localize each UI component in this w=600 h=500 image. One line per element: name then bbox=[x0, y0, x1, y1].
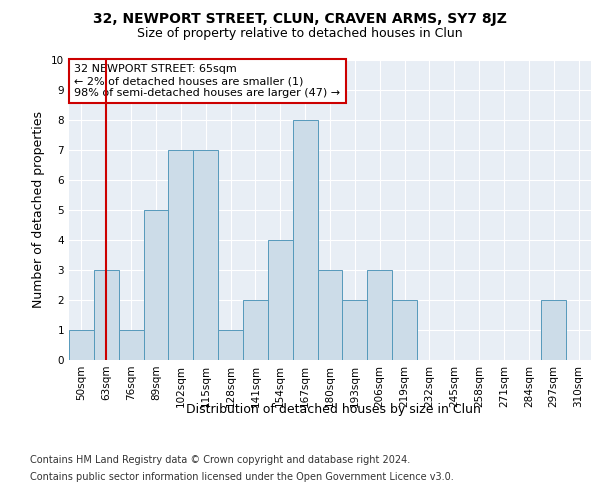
Text: Distribution of detached houses by size in Clun: Distribution of detached houses by size … bbox=[185, 402, 481, 415]
Bar bbox=[193, 150, 218, 360]
Bar bbox=[343, 300, 367, 360]
Bar bbox=[367, 270, 392, 360]
Bar bbox=[243, 300, 268, 360]
Bar bbox=[268, 240, 293, 360]
Bar bbox=[317, 270, 343, 360]
Bar bbox=[119, 330, 143, 360]
Text: 32 NEWPORT STREET: 65sqm
← 2% of detached houses are smaller (1)
98% of semi-det: 32 NEWPORT STREET: 65sqm ← 2% of detache… bbox=[74, 64, 340, 98]
Bar bbox=[94, 270, 119, 360]
Text: Size of property relative to detached houses in Clun: Size of property relative to detached ho… bbox=[137, 28, 463, 40]
Text: Contains public sector information licensed under the Open Government Licence v3: Contains public sector information licen… bbox=[30, 472, 454, 482]
Bar bbox=[143, 210, 169, 360]
Bar bbox=[218, 330, 243, 360]
Bar bbox=[541, 300, 566, 360]
Bar bbox=[392, 300, 417, 360]
Bar bbox=[169, 150, 193, 360]
Text: 32, NEWPORT STREET, CLUN, CRAVEN ARMS, SY7 8JZ: 32, NEWPORT STREET, CLUN, CRAVEN ARMS, S… bbox=[93, 12, 507, 26]
Text: Contains HM Land Registry data © Crown copyright and database right 2024.: Contains HM Land Registry data © Crown c… bbox=[30, 455, 410, 465]
Y-axis label: Number of detached properties: Number of detached properties bbox=[32, 112, 46, 308]
Bar bbox=[69, 330, 94, 360]
Bar bbox=[293, 120, 317, 360]
